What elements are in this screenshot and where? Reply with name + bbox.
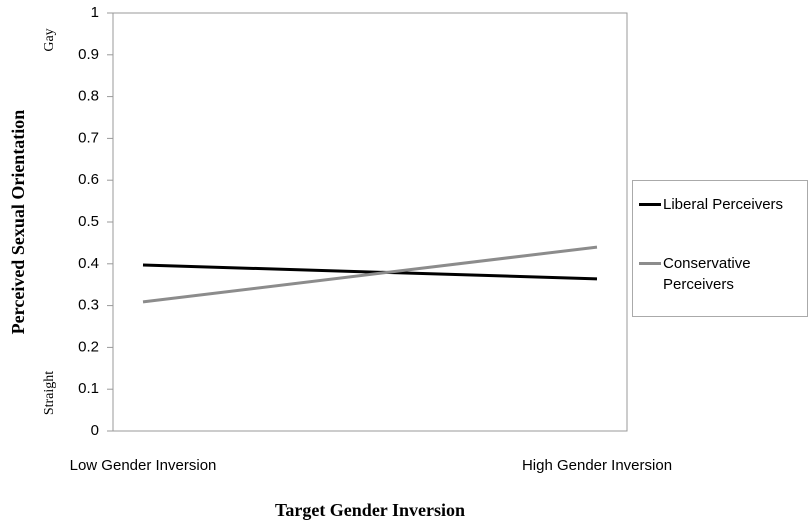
y-tick-label: 0.9 bbox=[78, 46, 99, 63]
legend-swatch bbox=[639, 203, 661, 206]
y-axis-label: Perceived Sexual Orientation bbox=[8, 110, 28, 335]
plot-area bbox=[112, 12, 628, 432]
legend-label: Liberal Perceivers bbox=[663, 196, 784, 213]
legend-swatch bbox=[639, 262, 661, 265]
y-tick-label: 0.3 bbox=[78, 297, 99, 314]
y-tick-label: 0.2 bbox=[78, 338, 99, 355]
y-tick-label: 0.1 bbox=[78, 380, 99, 397]
y-tick-label: 0.5 bbox=[78, 213, 99, 230]
y-tick-label: 0 bbox=[91, 422, 99, 439]
line bbox=[142, 245, 598, 304]
y-tick-label: 0.8 bbox=[78, 88, 99, 105]
x-tick-label: Low Gender Inversion bbox=[70, 457, 217, 474]
x-tick-label: High Gender Inversion bbox=[522, 457, 672, 474]
annotation: Gay bbox=[42, 28, 57, 51]
y-tick-label: 0.4 bbox=[78, 255, 99, 272]
annotation: Straight bbox=[42, 371, 57, 415]
legend-entry: Liberal Perceivers bbox=[639, 194, 803, 215]
legend: Liberal Perceivers Conservative Perceiver… bbox=[632, 180, 808, 317]
x-axis-label: Target Gender Inversion bbox=[275, 500, 465, 520]
y-tick-label: 1 bbox=[91, 4, 99, 21]
legend-entry: Conservative Perceivers bbox=[639, 253, 803, 295]
line bbox=[142, 263, 598, 281]
y-tick-label: 0.7 bbox=[78, 129, 99, 146]
y-tick-label: 0.6 bbox=[78, 171, 99, 188]
legend-label: Conservative Perceivers bbox=[663, 255, 751, 293]
